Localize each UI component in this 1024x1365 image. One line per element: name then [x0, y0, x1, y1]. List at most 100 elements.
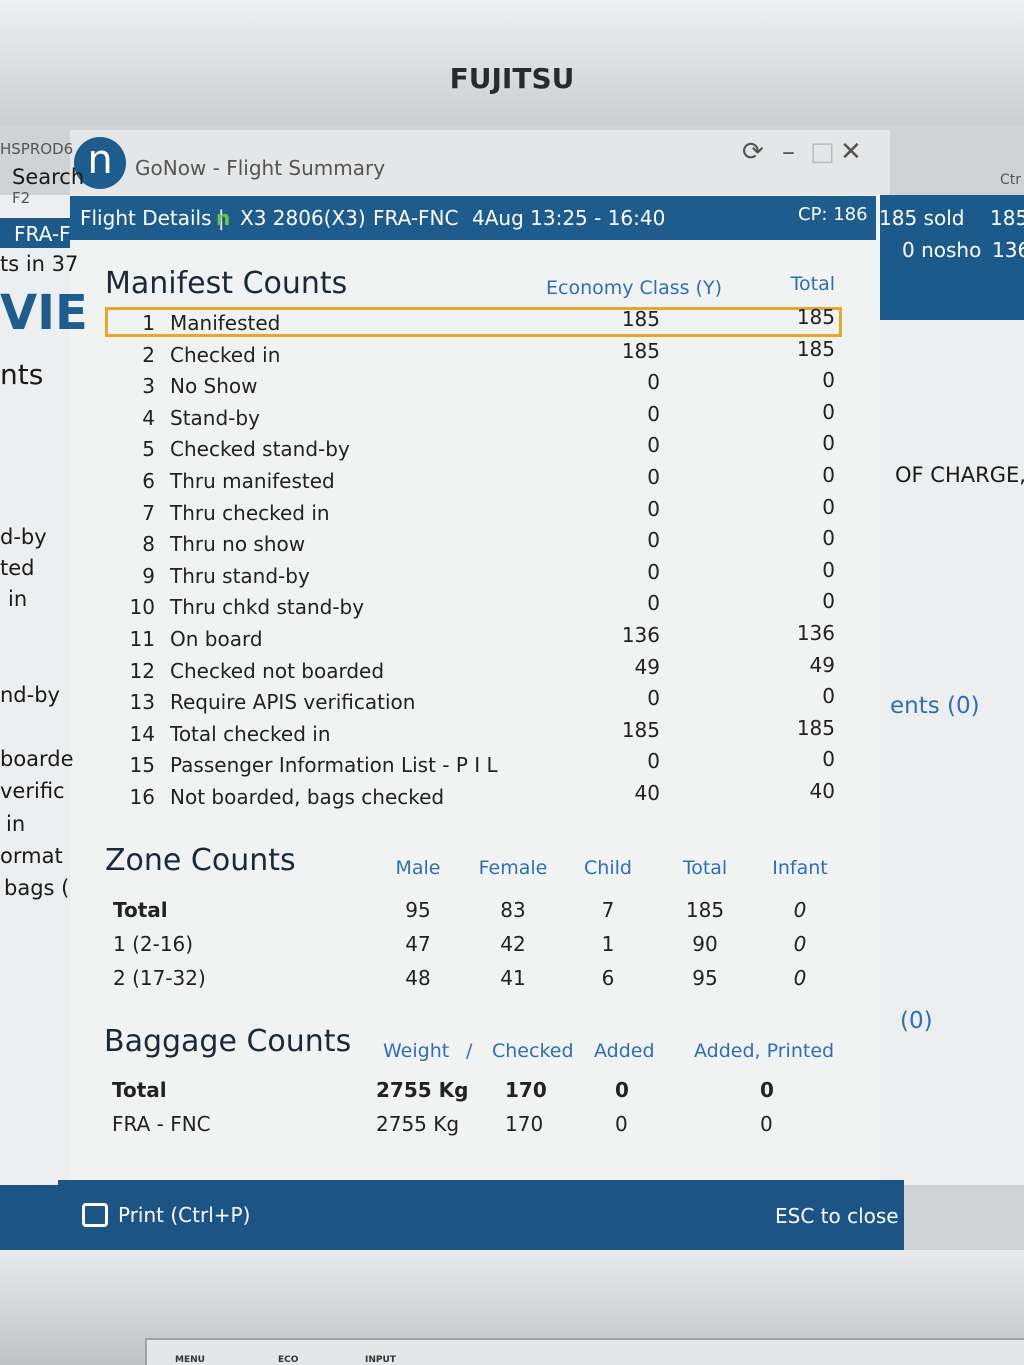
monitor-button-label: INPUT — [365, 1355, 396, 1365]
baggage-value: 170 — [505, 1112, 544, 1136]
flight-number: X3 2806(X3) — [240, 206, 366, 230]
background-text: boarde — [0, 747, 74, 771]
column-header: Male — [395, 857, 441, 879]
row-label: Total — [113, 898, 168, 922]
zone-count: 1 — [601, 932, 615, 956]
column-header: Added, Printed — [694, 1040, 835, 1062]
column-header: Checked — [492, 1040, 574, 1062]
monitor-buttons — [145, 1338, 1024, 1365]
column-header: Total — [790, 273, 835, 295]
title-bar — [70, 130, 890, 195]
economy-count: 0 — [647, 528, 660, 553]
monitor-button-label: ECO — [278, 1355, 299, 1365]
row-number: 9 — [142, 563, 155, 588]
row-label: Total — [112, 1078, 167, 1102]
total-count: 49 — [809, 652, 835, 677]
total-count: 0 — [822, 526, 835, 551]
column-header: / — [466, 1040, 473, 1062]
row-label: 2 (17-32) — [113, 966, 206, 990]
row-number: 12 — [129, 658, 155, 683]
refresh-button[interactable]: ⟳ — [742, 137, 764, 167]
maximize-button[interactable]: □ — [810, 137, 835, 167]
row-number: 14 — [129, 721, 155, 746]
flight-bar — [70, 196, 876, 240]
total-count: 0 — [822, 494, 835, 519]
economy-count: 40 — [634, 781, 660, 805]
economy-count: 136 — [621, 623, 660, 647]
total-count: 136 — [796, 621, 835, 645]
zone-count: 6 — [601, 966, 615, 990]
zone-count: 83 — [500, 898, 526, 922]
total-count: 0 — [822, 684, 835, 709]
row-number: 2 — [142, 342, 155, 367]
flight-icon: n — [216, 206, 231, 230]
economy-count: 49 — [634, 654, 660, 679]
row-number: 6 — [142, 469, 155, 493]
total-count: 40 — [809, 779, 835, 803]
background-window — [875, 195, 1024, 1185]
row-number: 4 — [142, 405, 155, 430]
background-text: nd-by — [0, 683, 60, 707]
row-number: 8 — [142, 532, 155, 557]
baggage-value: 0 — [615, 1112, 628, 1136]
zone-count: 90 — [692, 932, 718, 956]
minimize-button[interactable]: – — [782, 137, 795, 167]
background-text: ormat — [0, 844, 63, 868]
row-label: FRA - FNC — [112, 1112, 211, 1136]
row-label: Thru checked in — [170, 500, 330, 525]
background-text: nts — [0, 358, 44, 391]
flight-details-label: Flight Details | — [80, 206, 225, 230]
economy-count: 0 — [647, 749, 660, 774]
background-bar — [0, 1185, 58, 1250]
total-count: 185 — [796, 336, 835, 361]
economy-count: 185 — [621, 717, 660, 742]
economy-count: 0 — [647, 370, 660, 395]
section-title: Manifest Counts — [105, 266, 348, 301]
row-number: 3 — [142, 374, 155, 399]
zone-count: 185 — [685, 898, 725, 922]
economy-count: 0 — [647, 559, 660, 584]
column-header: Infant — [772, 857, 828, 879]
background-text: Ctr — [1000, 172, 1022, 188]
row-label: Passenger Information List - P I L — [170, 753, 498, 778]
background-text: d-by — [0, 525, 47, 549]
total-count: 0 — [822, 368, 835, 393]
background-text: verific — [0, 779, 65, 803]
row-number: 15 — [129, 753, 155, 778]
close-button[interactable]: ✕ — [840, 137, 862, 167]
row-highlight — [105, 307, 842, 337]
row-label: Manifested — [170, 311, 281, 335]
column-header: Total — [682, 857, 728, 879]
background-text: 136 — [992, 238, 1024, 262]
total-count: 0 — [822, 747, 835, 772]
print-icon — [82, 1203, 108, 1227]
row-label: Checked stand-by — [170, 437, 350, 462]
row-label: Thru stand-by — [170, 563, 310, 588]
background-text: 0 nosho — [902, 238, 982, 262]
background-text: HSPROD6 — [0, 140, 74, 158]
background-text: ents (0) — [890, 693, 980, 719]
total-count: 185 — [796, 305, 835, 329]
row-label: Checked not boarded — [170, 658, 385, 683]
economy-count: 185 — [621, 307, 660, 331]
flight-route: FRA-FNC — [373, 206, 459, 230]
close-hint[interactable]: ESC to close — [775, 1204, 899, 1228]
baggage-value: 0 — [615, 1078, 629, 1102]
baggage-value: 0 — [760, 1112, 773, 1136]
economy-count: 0 — [647, 401, 660, 426]
zone-count: 0 — [793, 966, 807, 990]
background-text: VIE — [0, 285, 88, 341]
zone-count: 0 — [793, 898, 807, 922]
background-text: bags ( — [4, 876, 70, 900]
zone-count: 7 — [601, 898, 615, 922]
flight-time: 4Aug 13:25 - 16:40 — [472, 206, 666, 230]
zone-count: 95 — [692, 966, 718, 990]
background-bar — [875, 195, 1024, 320]
background-text: Search — [12, 165, 85, 189]
background-text: 185 — [990, 206, 1024, 230]
background-text: ts in 37 — [0, 252, 79, 276]
monitor-brand: FUJITSU — [449, 62, 575, 95]
print-button[interactable]: Print (Ctrl+P) — [118, 1203, 251, 1227]
background-text: in — [8, 587, 28, 611]
